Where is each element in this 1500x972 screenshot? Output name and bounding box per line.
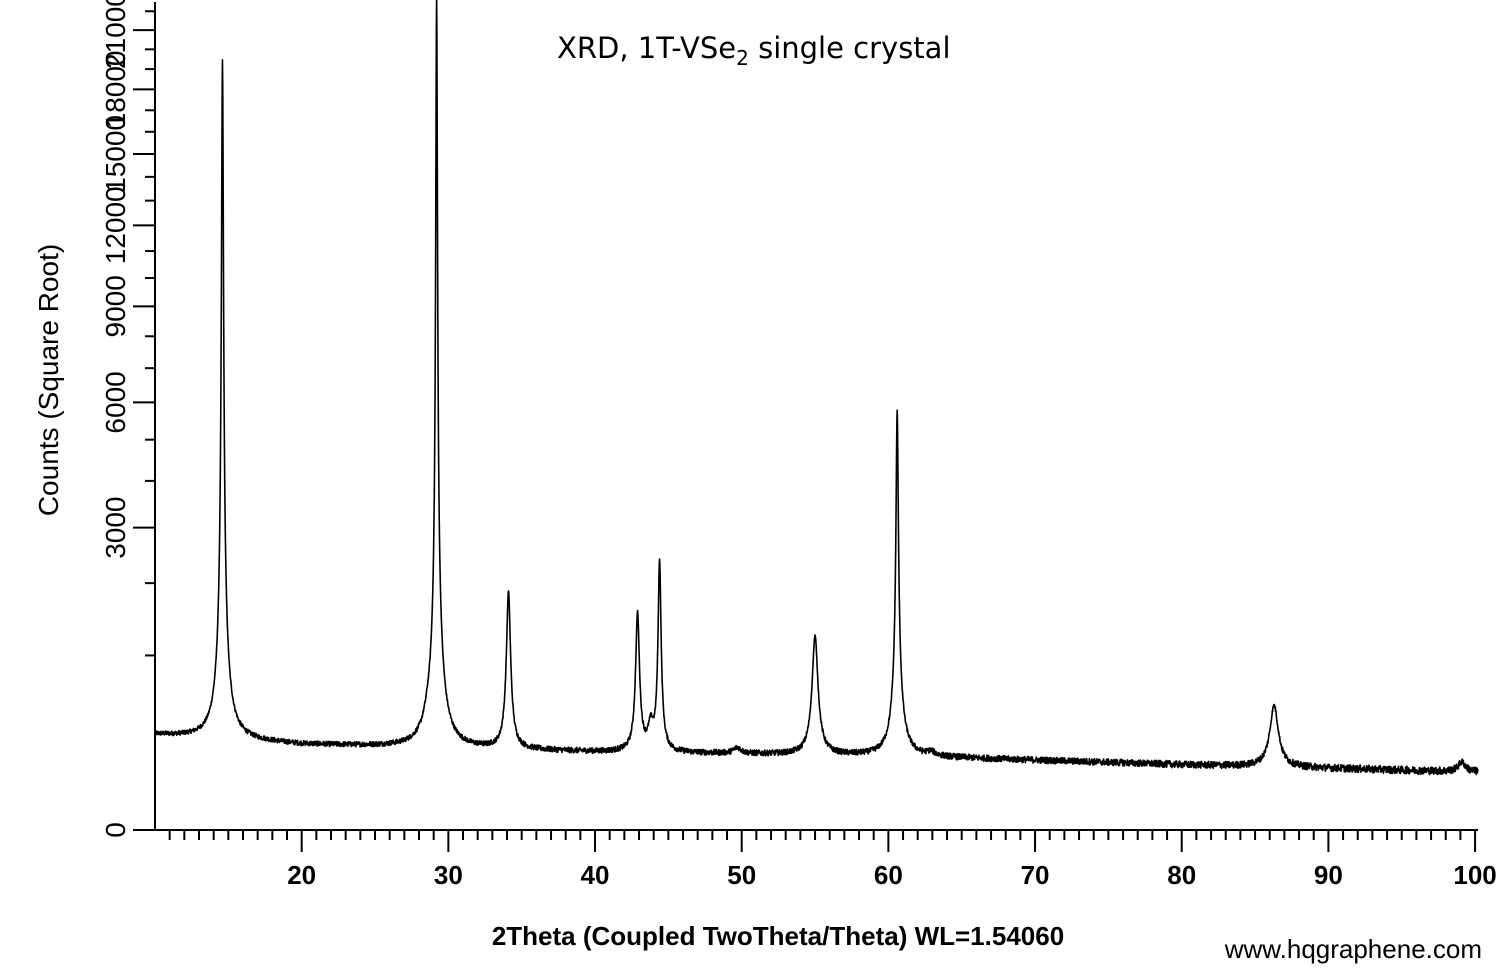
chart-title-subscript: 2 xyxy=(736,46,749,70)
y-tick-label: 6000 xyxy=(100,371,131,433)
x-tick-label: 30 xyxy=(434,860,463,890)
y-tick-label: 12000 xyxy=(100,186,131,264)
y-tick-label: 0 xyxy=(100,822,131,838)
x-tick-label: 70 xyxy=(1021,860,1050,890)
axes xyxy=(154,2,1478,831)
x-tick-label: 100 xyxy=(1453,860,1496,890)
y-tick-label: 18000 xyxy=(100,50,131,128)
x-ticks: 20 30 40 50 60 70 80 90 100 xyxy=(168,830,1497,890)
x-tick-label: 60 xyxy=(874,860,903,890)
y-tick-label: 15000 xyxy=(100,115,131,193)
chart-title: XRD, 1T-VSe2 single crystal xyxy=(557,31,951,70)
x-tick-label: 20 xyxy=(287,860,316,890)
x-tick-label: 80 xyxy=(1167,860,1196,890)
x-tick-label: 90 xyxy=(1314,860,1343,890)
series-line xyxy=(154,0,1479,776)
x-axis-label: 2Theta (Coupled TwoTheta/Theta) WL=1.540… xyxy=(492,921,1064,951)
y-tick-label: 3000 xyxy=(100,497,131,559)
watermark: www.hqgraphene.com xyxy=(1224,934,1482,964)
x-tick-label: 50 xyxy=(727,860,756,890)
y-tick-label: 21000 xyxy=(100,0,131,69)
chart-title-main: XRD, 1T-VSe xyxy=(557,31,736,65)
y-tick-label: 9000 xyxy=(100,275,131,337)
chart-title-rest: single crystal xyxy=(749,31,951,65)
x-tick-label: 40 xyxy=(581,860,610,890)
y-axis-label: Counts (Square Root) xyxy=(33,244,64,516)
